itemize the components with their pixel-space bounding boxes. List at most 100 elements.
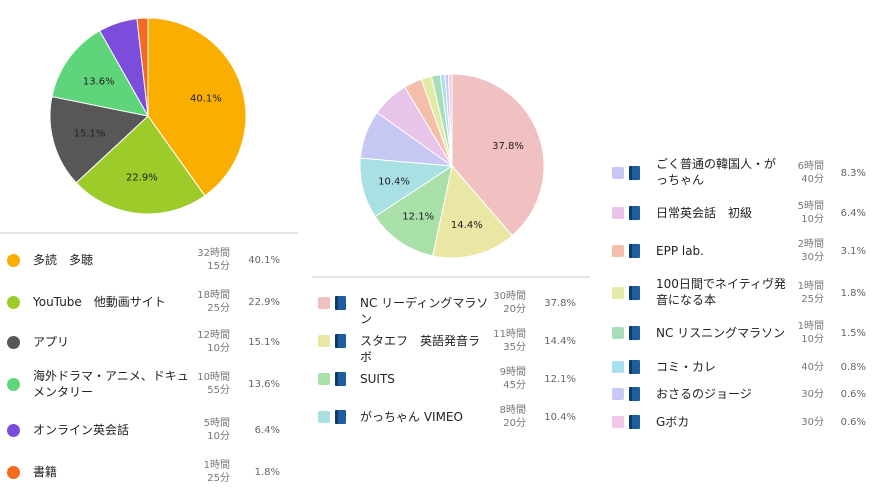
book-icon [629, 387, 640, 401]
legend-time-hours: 11時間 [493, 329, 526, 340]
legend-item[interactable]: 海外ドラマ・アニメ、ドキュメンタリー 10時間 55分 13.6% [0, 364, 298, 404]
legend-item[interactable]: コミ・カレ 40分 0.8% [600, 352, 886, 382]
pie-slice[interactable] [374, 164, 453, 257]
legend-percent: 40.1% [248, 255, 280, 266]
legend-time-hours: 1時間 [797, 321, 824, 332]
legend-item[interactable]: がっちゃん VIMEO 8時間 20分 10.4% [312, 398, 590, 436]
slice-data-label: 10.4% [378, 177, 410, 188]
pie-slice[interactable] [432, 164, 513, 259]
legend-time-minutes: 25分 [207, 473, 230, 484]
divider [0, 232, 298, 234]
legend-color-swatch [612, 287, 624, 299]
legend-color-swatch [612, 167, 624, 179]
legend-time-minutes: 20分 [503, 304, 526, 315]
legend-time-hours: 5時間 [203, 418, 230, 429]
legend-time: 32時間 15分 [190, 247, 230, 273]
legend-label: アプリ [33, 335, 70, 349]
slice-data-label: 22.9% [126, 172, 158, 183]
legend-percent: 0.6% [840, 389, 866, 400]
legend-item[interactable]: スタエフ 英語発音ラボ 11時間 35分 14.4% [312, 322, 590, 364]
legend-item[interactable]: NC リスニングマラソン 1時間 10分 1.5% [600, 316, 886, 350]
legend-label: SUITS [360, 372, 395, 386]
legend-time-hours: 1時間 [203, 460, 230, 471]
legend-label: コミ・カレ [656, 360, 717, 374]
legend-label: Gボカ [656, 415, 690, 429]
legend-color-swatch [612, 361, 624, 373]
legend-time-minutes: 20分 [503, 418, 526, 429]
legend-time-hours: 1時間 [797, 281, 824, 292]
book-icon [629, 166, 640, 180]
pie-slice[interactable] [147, 17, 247, 197]
legend-item[interactable]: 多読 多聴 32時間 15分 40.1% [0, 240, 298, 280]
legend-time-hours: 5時間 [797, 201, 824, 212]
legend-time-hours: 30時間 [493, 291, 526, 302]
legend-item[interactable]: おさるのジョージ 30分 0.6% [600, 380, 886, 408]
legend-time: 5時間 10分 [190, 417, 230, 443]
legend-item[interactable]: SUITS 9時間 45分 12.1% [312, 360, 590, 398]
legend-time-minutes: 35分 [503, 342, 526, 353]
legend-time-minutes: 15分 [207, 261, 230, 272]
slice-data-label: 40.1% [190, 93, 222, 104]
pie-slice[interactable] [75, 115, 206, 215]
legend-percent: 6.4% [254, 425, 280, 436]
book-icon [629, 286, 640, 300]
slice-data-label: 14.4% [451, 220, 483, 231]
legend-percent: 8.3% [840, 168, 866, 179]
legend-time: 30分 [784, 416, 824, 429]
pie-slice[interactable] [51, 30, 149, 117]
legend-item[interactable]: YouTube 他動画サイト 18時間 25分 22.9% [0, 282, 298, 322]
legend-time: 1時間 25分 [190, 459, 230, 485]
legend-label: 書籍 [33, 465, 58, 479]
legend-color-swatch [612, 416, 624, 428]
legend-time-minutes: 30分 [801, 417, 824, 428]
legend-time-minutes: 10分 [207, 431, 230, 442]
chart-panel-categories: 40.1% 22.9% 15.1% 13.6% 多読 多聴 32時間 15分 40.1% Yo… [0, 0, 298, 500]
legend-time: 30時間 20分 [486, 290, 526, 316]
legend-percent: 3.1% [840, 246, 866, 257]
legend-time-minutes: 25分 [207, 303, 230, 314]
pie-slice[interactable] [49, 95, 150, 184]
legend-time: 11時間 35分 [486, 328, 526, 354]
legend-time-hours: 8時間 [499, 405, 526, 416]
legend-label: おさるのジョージ [656, 387, 752, 401]
legend-time-minutes: 10分 [801, 214, 824, 225]
legend-time: 30分 [784, 388, 824, 401]
legend-color-dot [7, 296, 20, 309]
divider [312, 276, 590, 278]
legend-item[interactable]: NC リーディングマラソン 30時間 20分 37.8% [312, 284, 590, 326]
legend-item[interactable]: EPP lab. 2時間 30分 3.1% [600, 234, 886, 268]
legend-color-swatch [612, 207, 624, 219]
legend-time: 12時間 10分 [190, 329, 230, 355]
legend-percent: 1.5% [840, 328, 866, 339]
legend-label: ごく普通の韓国人・がっちゃん [656, 157, 777, 187]
legend-label: スタエフ 英語発音ラボ [360, 334, 481, 364]
legend-item[interactable]: ごく普通の韓国人・がっちゃん 6時間 40分 8.3% [600, 152, 886, 194]
pie-chart-materials-svg: 37.8% 14.4% 12.1% 10.4% [359, 73, 545, 259]
legend-time-minutes: 40分 [801, 362, 824, 373]
pie-slice[interactable] [451, 73, 545, 237]
legend-time: 10時間 55分 [190, 371, 230, 397]
legend-color-dot [7, 466, 20, 479]
legend-item[interactable]: Gボカ 30分 0.6% [600, 408, 886, 436]
legend-label: 日常英会話 初級 [656, 206, 753, 220]
legend-time-minutes: 30分 [801, 389, 824, 400]
legend-color-swatch [612, 245, 624, 257]
legend-color-dot [7, 336, 20, 349]
pie-slice[interactable] [136, 17, 149, 117]
legend-item[interactable]: 日常英会話 初級 5時間 10分 6.4% [600, 196, 886, 230]
legend-percent: 0.6% [840, 417, 866, 428]
legend-item[interactable]: アプリ 12時間 10分 15.1% [0, 322, 298, 362]
legend-time: 5時間 10分 [784, 200, 824, 226]
book-icon [629, 415, 640, 429]
book-icon [629, 326, 640, 340]
legend-item[interactable]: 書籍 1時間 25分 1.8% [0, 452, 298, 492]
legend-time: 1時間 10分 [784, 320, 824, 346]
legend-label: NC リスニングマラソン [656, 326, 786, 340]
legend-time-hours: 6時間 [797, 161, 824, 172]
legend-label: 100日間でネイティヴ発音になる本 [656, 277, 786, 307]
legend-item[interactable]: 100日間でネイティヴ発音になる本 1時間 25分 1.8% [600, 272, 886, 314]
legend-item[interactable]: オンライン英会話 5時間 10分 6.4% [0, 410, 298, 450]
slice-data-label: 15.1% [74, 129, 106, 140]
pie-slice[interactable] [447, 73, 453, 167]
legend-color-dot [7, 378, 20, 391]
